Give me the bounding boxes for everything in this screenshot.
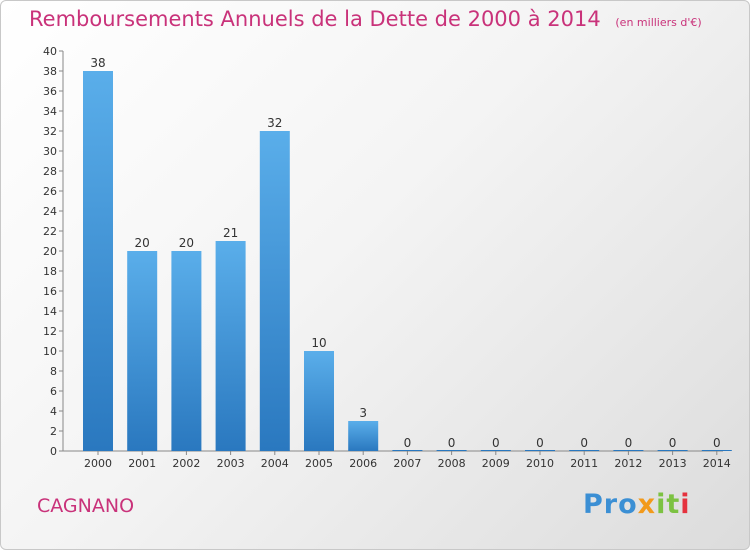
bar	[613, 450, 644, 451]
chart-title-text: Remboursements Annuels de la Dette de 20…	[29, 7, 601, 31]
y-tick-label: 14	[43, 305, 57, 318]
x-tick-label: 2003	[217, 457, 245, 470]
x-tick-label: 2007	[393, 457, 421, 470]
y-tick-label: 8	[50, 365, 57, 378]
x-tick-label: 2014	[703, 457, 731, 470]
data-label: 20	[179, 236, 194, 250]
x-tick-label: 2012	[614, 457, 642, 470]
x-tick-label: 2006	[349, 457, 377, 470]
x-tick-label: 2000	[84, 457, 112, 470]
bar	[569, 450, 600, 451]
bar	[525, 450, 555, 451]
y-tick-label: 0	[50, 445, 57, 458]
data-label: 0	[404, 436, 412, 450]
x-tick-label: 2002	[172, 457, 200, 470]
x-tick-label: 2009	[482, 457, 510, 470]
chart-title: Remboursements Annuels de la Dette de 20…	[29, 7, 702, 31]
bar	[436, 450, 467, 451]
x-tick-label: 2005	[305, 457, 333, 470]
data-label: 0	[713, 436, 721, 450]
data-label: 0	[669, 436, 677, 450]
y-tick-label: 26	[43, 185, 57, 198]
proxiti-logo: Proxiti	[583, 489, 691, 520]
y-tick-label: 12	[43, 325, 57, 338]
bar	[215, 241, 246, 451]
data-label: 32	[267, 116, 282, 130]
x-tick-label: 2013	[659, 457, 687, 470]
y-tick-label: 18	[43, 265, 57, 278]
chart-bars: 38 20 20 21 32 10 3 0 0 0 0 0 0 0 0	[83, 56, 732, 451]
x-tick-label: 2010	[526, 457, 554, 470]
x-tick-label: 2001	[128, 457, 156, 470]
bar	[127, 251, 158, 451]
logo-part-2: x	[637, 489, 657, 520]
y-tick-label: 40	[43, 45, 57, 58]
logo-part-3: it	[656, 489, 681, 520]
bar	[171, 251, 202, 451]
y-tick-label: 24	[43, 205, 57, 218]
chart-axes: 0246810121416182022242628303234363840200…	[43, 45, 731, 470]
x-tick-label: 2008	[438, 457, 466, 470]
logo-part-1: Pro	[583, 489, 638, 520]
bar	[701, 450, 732, 451]
y-tick-label: 30	[43, 145, 57, 158]
y-tick-label: 34	[43, 105, 57, 118]
x-tick-label: 2011	[570, 457, 598, 470]
y-tick-label: 22	[43, 225, 57, 238]
chart-unit: (en milliers d'€)	[615, 16, 702, 29]
bar	[259, 131, 290, 451]
y-tick-label: 28	[43, 165, 57, 178]
bar	[657, 450, 688, 451]
data-label: 0	[492, 436, 500, 450]
y-tick-label: 10	[43, 345, 57, 358]
y-tick-label: 20	[43, 245, 57, 258]
commune-name: CAGNANO	[37, 495, 135, 517]
y-tick-label: 16	[43, 285, 57, 298]
data-label: 3	[359, 406, 367, 420]
data-label: 10	[311, 336, 326, 350]
y-tick-label: 6	[50, 385, 57, 398]
bar	[304, 351, 334, 451]
y-tick-label: 32	[43, 125, 57, 138]
x-tick-label: 2004	[261, 457, 289, 470]
data-label: 0	[580, 436, 588, 450]
data-label: 0	[625, 436, 633, 450]
logo-part-4: i	[680, 489, 691, 520]
y-tick-label: 2	[50, 425, 57, 438]
bar	[348, 421, 379, 451]
y-tick-label: 4	[50, 405, 57, 418]
data-label: 0	[536, 436, 544, 450]
bar	[480, 450, 511, 451]
data-label: 21	[223, 226, 238, 240]
bar	[392, 450, 423, 451]
data-label: 20	[135, 236, 150, 250]
data-label: 38	[90, 56, 105, 70]
bar	[83, 71, 113, 451]
data-label: 0	[448, 436, 456, 450]
y-tick-label: 36	[43, 85, 57, 98]
y-tick-label: 38	[43, 65, 57, 78]
